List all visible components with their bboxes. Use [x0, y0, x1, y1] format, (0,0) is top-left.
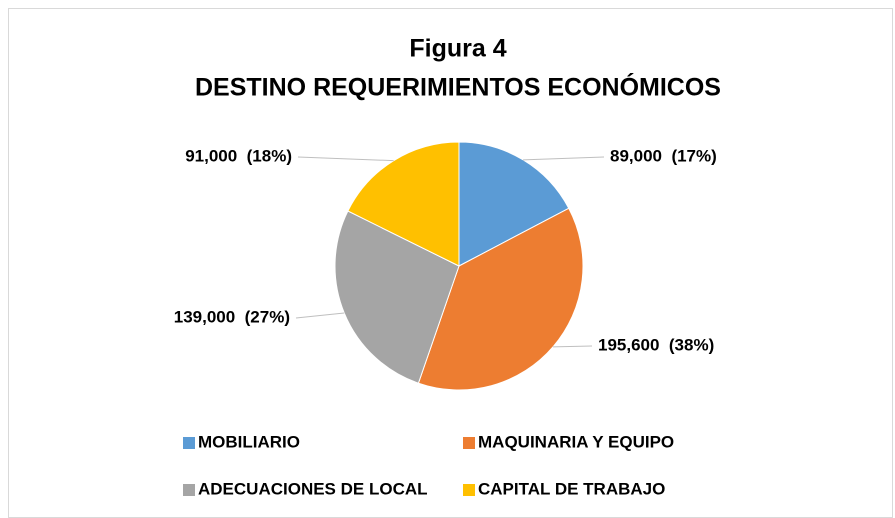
pie-slice — [347, 141, 460, 267]
legend-label: CAPITAL DE TRABAJO — [478, 479, 665, 498]
data-label: 89,000 (17%) — [610, 146, 717, 165]
leader-line — [295, 312, 345, 319]
data-label: 139,000 (27%) — [174, 307, 290, 326]
legend-swatch — [183, 484, 195, 496]
legend-swatch — [183, 437, 195, 449]
legend-swatch — [463, 437, 475, 449]
data-label: 91,000 (18%) — [185, 146, 292, 165]
pie-slice — [417, 207, 584, 391]
legend-swatch — [463, 484, 475, 496]
leader-line — [553, 345, 593, 348]
legend-label: ADECUACIONES DE LOCAL — [198, 479, 428, 498]
data-label: 195,600 (38%) — [598, 335, 714, 354]
pie-slice — [458, 141, 570, 267]
pie-slice — [334, 210, 460, 384]
legend-label: MAQUINARIA Y EQUIPO — [478, 432, 674, 451]
chart-subtitle: DESTINO REQUERIMIENTOS ECONÓMICOS — [195, 72, 721, 102]
chart-title: Figura 4 — [409, 35, 506, 63]
legend-label: MOBILIARIO — [198, 432, 300, 451]
leader-line — [523, 156, 605, 161]
leader-line — [297, 156, 394, 162]
